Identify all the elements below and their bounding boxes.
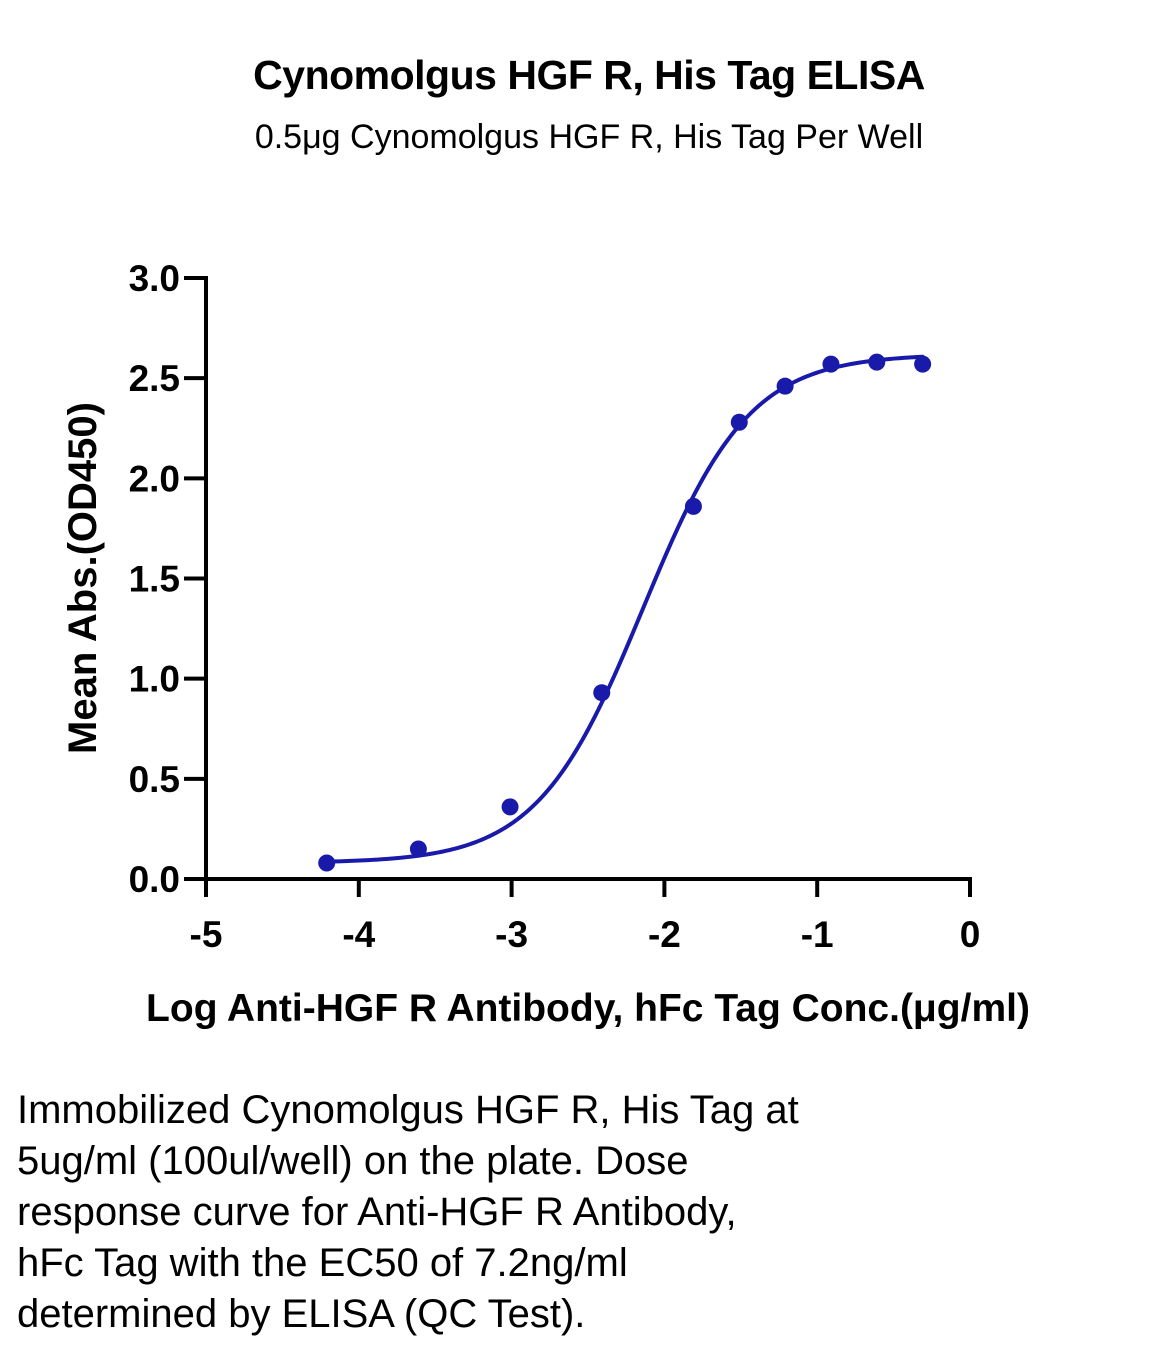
x-tick-label: -3	[495, 914, 528, 955]
y-tick-label: 0.5	[129, 759, 180, 800]
x-tick-label: -4	[342, 914, 375, 955]
chart-title: Cynomolgus HGF R, His Tag ELISA	[253, 52, 925, 98]
fit-curve-layer	[324, 354, 925, 864]
axes: 0.0 0.5 1.0 1.5 2.0 2.5 3.0 -5 -4 -3 -2 -1 0	[129, 258, 981, 955]
chart-subtitle: 0.5μg Cynomolgus HGF R, His Tag Per Well	[254, 118, 924, 156]
y-axis-label: Mean Abs.(OD450)	[61, 402, 105, 754]
y-tick-label: 3.0	[129, 258, 180, 299]
x-tick-label: -2	[648, 914, 681, 955]
caption-line: response curve for Anti-HGF R Antibody,	[17, 1190, 737, 1234]
y-tick-label: 1.5	[129, 559, 180, 600]
caption-line: determined by ELISA (QC Test).	[17, 1292, 586, 1336]
data-point	[593, 684, 611, 702]
data-point	[730, 413, 748, 431]
x-axis-label: Log Anti-HGF R Antibody, hFc Tag Conc.(μ…	[146, 987, 1030, 1030]
data-point	[914, 355, 932, 373]
data-point	[409, 840, 427, 858]
data-point	[684, 497, 702, 515]
caption-line: 5ug/ml (100ul/well) on the plate. Dose	[17, 1139, 689, 1183]
x-tick-label: -1	[801, 914, 834, 955]
caption: Immobilized Cynomolgus HGF R, His Tag at…	[17, 1085, 1147, 1340]
y-tick-label: 2.5	[129, 358, 180, 399]
data-point	[776, 377, 794, 395]
fit-curve	[324, 354, 925, 864]
data-point	[868, 353, 886, 371]
y-tick-label: 2.0	[129, 458, 180, 499]
data-point	[318, 854, 336, 872]
data-points-layer	[318, 353, 932, 872]
caption-line: hFc Tag with the EC50 of 7.2ng/ml	[17, 1241, 628, 1285]
y-tick-label: 1.0	[129, 659, 180, 700]
y-tick-label: 0.0	[129, 859, 180, 900]
elisa-chart: 0.0 0.5 1.0 1.5 2.0 2.5 3.0 -5 -4 -3 -2 -1 0 Mean Ab…	[61, 258, 1030, 1030]
data-point	[822, 355, 840, 373]
x-tick-label: -5	[190, 914, 223, 955]
x-tick-label: 0	[960, 914, 981, 955]
caption-line: Immobilized Cynomolgus HGF R, His Tag at	[17, 1088, 799, 1132]
data-point	[501, 798, 519, 816]
